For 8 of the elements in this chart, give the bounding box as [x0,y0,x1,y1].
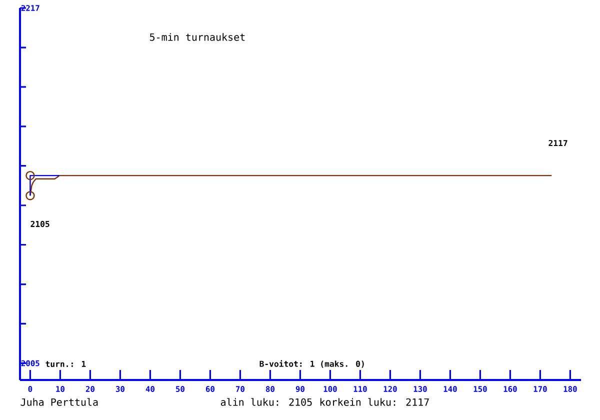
text: alin luku: 2105 [220,398,312,406]
annotation: B-voitot: 1 (maks. 0) [260,360,364,368]
annotation: 2105 [30,220,50,228]
text: korkein luku: 2117 [320,398,429,406]
text: 5-min turnaukset [150,33,245,41]
annotation: turn.: 1 [46,360,86,368]
annotation: 2117 [548,140,568,146]
text: Juha Perttula [20,398,98,406]
